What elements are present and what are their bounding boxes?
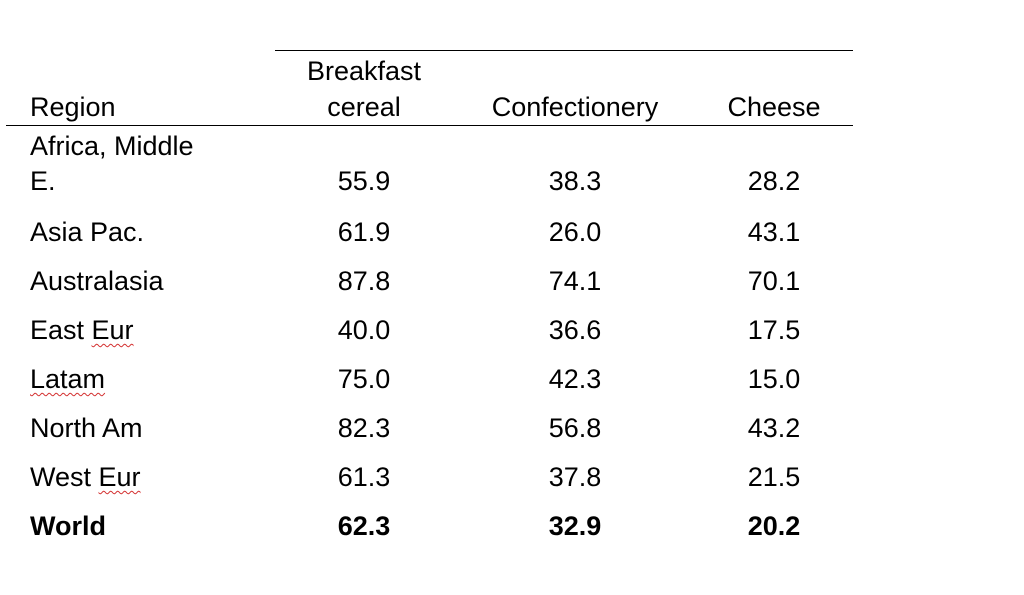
header-region: Region — [30, 92, 116, 122]
row-breakfast-cereal-value: 55.9 — [337, 166, 391, 196]
row-region: Australasia — [30, 266, 164, 296]
header-breakfast-cereal-line1: Breakfast — [306, 56, 422, 86]
row-breakfast-cereal-value: 82.3 — [337, 413, 391, 443]
row-region: Latam — [30, 361, 105, 397]
row-region: East Eur — [30, 312, 134, 348]
row-cheese-value: 17.5 — [747, 315, 801, 345]
row-region-word: West — [30, 462, 99, 492]
row-region-misspelled-word: Eur — [98, 462, 141, 492]
total-cheese-value: 20.2 — [747, 511, 801, 541]
total-breakfast-cereal-value: 62.3 — [337, 511, 391, 541]
table-header-rule — [6, 125, 853, 126]
row-cheese-value: 70.1 — [747, 266, 801, 296]
row-confectionery-value: 37.8 — [548, 462, 602, 492]
row-cheese-value: 15.0 — [747, 364, 801, 394]
row-breakfast-cereal-value: 75.0 — [337, 364, 391, 394]
row-breakfast-cereal-value: 87.8 — [337, 266, 391, 296]
row-region-misspelled-word: Eur — [91, 315, 134, 345]
header-breakfast-cereal-line2: cereal — [327, 92, 401, 122]
row-confectionery-value: 74.1 — [548, 266, 602, 296]
row-confectionery-value: 56.8 — [548, 413, 602, 443]
row-breakfast-cereal-value: 61.9 — [337, 217, 391, 247]
total-region: World — [30, 511, 106, 541]
row-cheese-value: 43.2 — [747, 413, 801, 443]
total-confectionery-value: 32.9 — [548, 511, 602, 541]
header-cheese: Cheese — [727, 92, 821, 122]
row-region: North Am — [30, 413, 143, 443]
row-region: Asia Pac. — [30, 217, 145, 247]
row-breakfast-cereal-value: 40.0 — [337, 315, 391, 345]
table-top-rule — [275, 50, 853, 51]
row-cheese-value: 28.2 — [747, 166, 801, 196]
row-breakfast-cereal-value: 61.3 — [337, 462, 391, 492]
row-region: West Eur — [30, 459, 141, 495]
row-cheese-value: 43.1 — [747, 217, 801, 247]
row-confectionery-value: 38.3 — [548, 166, 602, 196]
row-region-line1: Africa, Middle — [30, 131, 194, 161]
row-confectionery-value: 26.0 — [548, 217, 602, 247]
row-region-misspelled-word: Latam — [30, 364, 106, 394]
row-cheese-value: 21.5 — [747, 462, 801, 492]
row-region-line2: E. — [30, 166, 56, 196]
row-region-word: East — [30, 315, 92, 345]
row-confectionery-value: 36.6 — [548, 315, 602, 345]
row-confectionery-value: 42.3 — [548, 364, 602, 394]
header-confectionery: Confectionery — [491, 92, 659, 122]
